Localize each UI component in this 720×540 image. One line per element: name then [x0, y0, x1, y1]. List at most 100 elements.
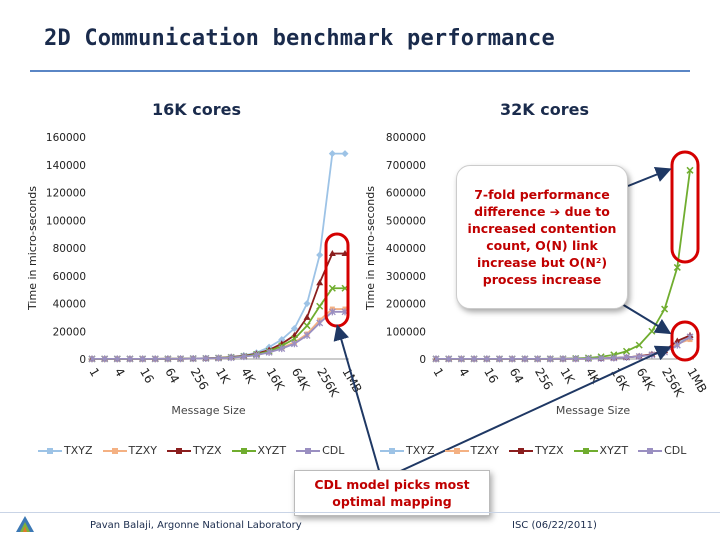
legend-label: TZXY — [128, 444, 158, 457]
data-point-cdl-3 — [470, 355, 478, 363]
right-x-tick-label: 4 — [456, 366, 472, 380]
legend-item-tyzx: TYZX — [167, 444, 222, 457]
legend-swatch — [38, 447, 62, 455]
left-y-tick-label: 60000 — [53, 271, 86, 283]
left-y-tick-label: 20000 — [53, 326, 86, 338]
data-point-xyzt-20 — [686, 166, 694, 174]
right-y-tick-label: 200000 — [386, 299, 426, 311]
left-x-tick-label: 1K — [213, 366, 233, 387]
legend-item-cdl: CDL — [296, 444, 344, 457]
left-x-tick-label: 16K — [264, 366, 288, 394]
legend-swatch — [380, 447, 404, 455]
data-point-tyzx-19 — [328, 250, 336, 257]
footer-date: ISC (06/22/2011) — [512, 520, 597, 531]
legend-item-xyzt: XYZT — [573, 444, 629, 457]
right-y-tick-label: 300000 — [386, 271, 426, 283]
data-point-txyz-19 — [328, 150, 336, 158]
legend-label: XYZT — [257, 444, 287, 457]
legend-item-txyz: TXYZ — [38, 444, 93, 457]
legend-swatch — [231, 447, 256, 455]
legend-item-txyz: TXYZ — [380, 444, 435, 457]
data-point-cdl-11 — [227, 354, 235, 362]
data-point-txyz-20 — [341, 150, 349, 158]
data-point-cdl-2 — [457, 355, 465, 363]
data-point-cdl-18 — [316, 319, 324, 327]
data-point-cdl-5 — [496, 355, 503, 363]
data-point-xyzt-17 — [648, 327, 656, 335]
data-point-cdl-0 — [88, 355, 96, 363]
data-point-cdl-17 — [303, 331, 311, 339]
legend-label: XYZT — [599, 444, 629, 457]
right-chart-label: 32K cores — [500, 100, 589, 119]
data-point-xyzt-19 — [673, 263, 681, 271]
left-x-tick-label: 4 — [112, 366, 128, 380]
data-point-xyzt-19 — [328, 284, 336, 292]
footer-divider — [0, 512, 720, 513]
right-x-tick-label: 64K — [634, 366, 658, 394]
legend-swatch — [102, 447, 127, 455]
data-point-txyz-15 — [278, 336, 286, 344]
legend-left: TXYZ TZXY TYZX XYZT CDL — [38, 444, 344, 457]
left-y-tick-label: 40000 — [53, 299, 86, 311]
left-x-tick-label: 4K — [238, 366, 258, 387]
highlight-oval-right-bottom — [670, 320, 700, 362]
left-y-tick-label: 80000 — [53, 243, 86, 255]
data-point-cdl-15 — [278, 345, 286, 353]
left-x-axis-label: Message Size — [171, 404, 246, 417]
data-point-cdl-20 — [686, 333, 694, 341]
left-x-tick-label: 64 — [162, 366, 182, 386]
left-chart-label: 16K cores — [152, 100, 241, 119]
data-point-cdl-8 — [534, 355, 542, 363]
data-point-cdl-10 — [215, 354, 222, 362]
data-point-tyzx-17 — [303, 313, 311, 320]
arrow-to-left-oval — [333, 324, 381, 475]
data-point-cdl-13 — [597, 354, 605, 362]
right-y-tick-label: 500000 — [386, 215, 426, 227]
right-x-tick-label: 1MB — [684, 366, 709, 396]
cdl-callout: CDL model picks most optimal mapping — [294, 470, 490, 516]
data-point-cdl-16 — [290, 340, 298, 348]
highlight-oval-right-top — [670, 150, 700, 264]
data-point-cdl-7 — [177, 355, 185, 363]
data-point-cdl-12 — [584, 355, 592, 363]
left-y-tick-label: 140000 — [46, 160, 86, 172]
legend-label: TXYZ — [64, 444, 93, 457]
slide-title: 2D Communication benchmark performance — [44, 26, 555, 51]
legend-label: CDL — [322, 444, 345, 457]
legend-item-cdl: CDL — [638, 444, 686, 457]
legend-swatch — [296, 447, 321, 455]
data-point-cdl-14 — [265, 348, 273, 356]
data-point-cdl-11 — [572, 355, 580, 363]
right-y-tick-label: 800000 — [386, 132, 426, 144]
legend-swatch — [573, 447, 598, 455]
data-point-cdl-4 — [139, 355, 147, 363]
legend-label: TYZX — [193, 444, 222, 457]
data-point-cdl-4 — [483, 355, 491, 363]
data-point-cdl-6 — [508, 355, 516, 363]
data-point-cdl-1 — [445, 355, 453, 363]
right-x-tick-label: 1 — [430, 366, 446, 380]
data-point-cdl-12 — [240, 353, 248, 361]
data-point-cdl-5 — [151, 355, 159, 363]
legend-right: TXYZ TZXY TYZX XYZT CDL — [380, 444, 686, 457]
legend-swatch — [444, 447, 469, 455]
data-point-cdl-19 — [673, 341, 681, 349]
data-point-txyz-16 — [290, 324, 298, 333]
data-point-tyzx-19 — [673, 337, 681, 344]
right-y-tick-label: 0 — [419, 354, 426, 366]
legend-swatch — [167, 447, 192, 455]
arrow-to-right-oval — [393, 345, 672, 475]
data-point-cdl-2 — [113, 355, 121, 363]
data-point-cdl-19 — [328, 308, 336, 316]
left-series-line-xyzt — [92, 287, 345, 360]
data-point-cdl-7 — [521, 355, 529, 363]
left-y-tick-label: 0 — [79, 354, 86, 366]
left-x-tick-label: 64K — [289, 366, 313, 394]
right-x-tick-label: 64 — [507, 366, 527, 386]
left-x-tick-label: 256 — [188, 366, 212, 393]
contention-callout: 7-fold performance difference ➔ due to i… — [456, 165, 628, 309]
footer-presenter: Pavan Balaji, Argonne National Laborator… — [90, 520, 302, 531]
data-point-txyz-17 — [303, 299, 311, 308]
legend-swatch — [509, 447, 534, 455]
left-x-tick-label: 16 — [137, 366, 157, 386]
